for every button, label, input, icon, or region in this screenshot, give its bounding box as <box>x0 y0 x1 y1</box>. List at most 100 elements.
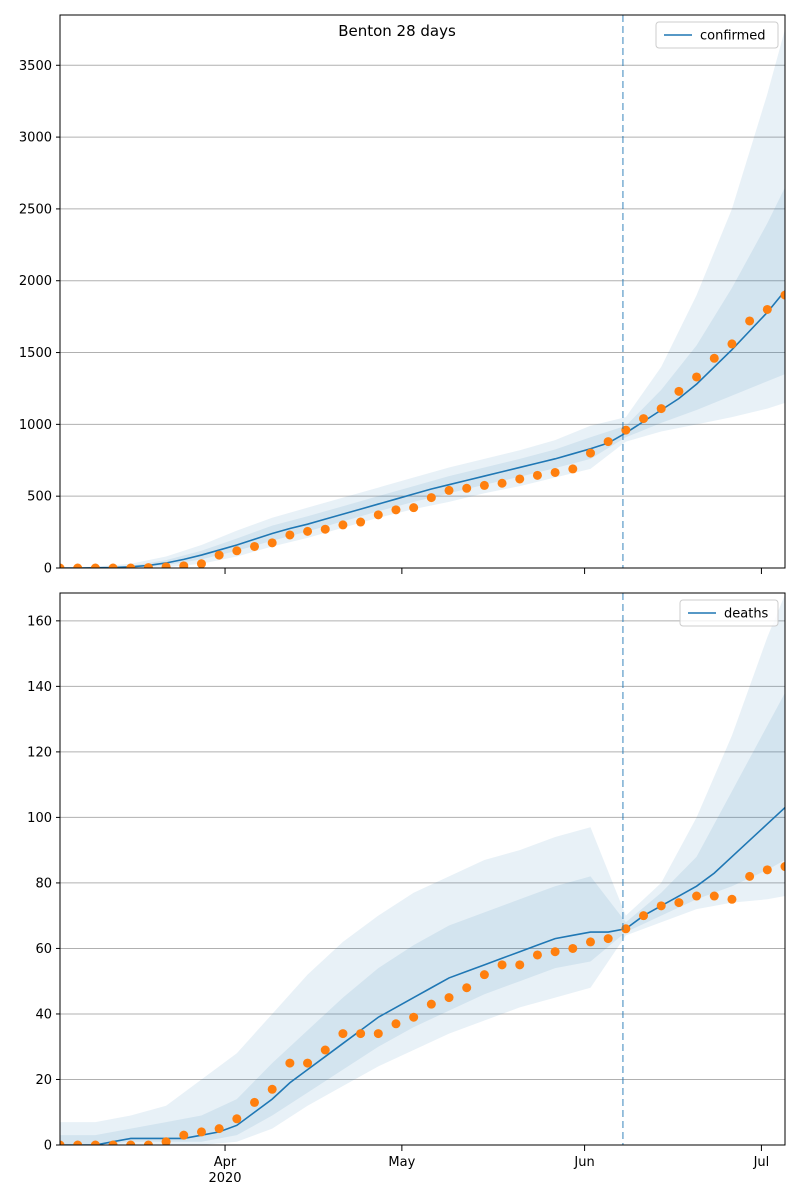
observed-point <box>391 1019 401 1029</box>
observed-point <box>497 478 507 488</box>
observed-point <box>426 493 436 503</box>
observed-point <box>108 1140 118 1145</box>
observed-point <box>585 937 595 947</box>
observed-point <box>161 562 171 568</box>
observed-point <box>250 541 260 551</box>
observed-point <box>727 339 737 349</box>
y-tick-label: 120 <box>27 745 52 760</box>
observed-point <box>161 1137 171 1145</box>
observed-point <box>338 1029 348 1039</box>
observed-point <box>373 510 383 520</box>
observed-point <box>462 983 472 993</box>
y-tick-label: 3000 <box>19 131 52 146</box>
observed-point <box>479 970 489 980</box>
observed-point <box>639 911 649 921</box>
plot-area <box>60 29 785 568</box>
observed-point <box>126 563 136 568</box>
y-tick-label: 80 <box>35 876 52 891</box>
observed-point <box>692 372 702 382</box>
legend-box <box>679 599 779 627</box>
observed-point <box>303 526 313 536</box>
y-tick-label: 1500 <box>19 346 52 361</box>
chart-title: Benton 28 days <box>338 22 456 40</box>
observed-point <box>196 1127 206 1137</box>
observed-point <box>90 563 100 568</box>
observed-point <box>603 437 613 447</box>
y-tick-label: 0 <box>44 562 52 577</box>
observed-point <box>285 1058 295 1068</box>
y-tick-label: 2500 <box>19 202 52 217</box>
observed-point <box>639 414 649 424</box>
observed-point <box>656 404 666 414</box>
observed-point <box>709 891 719 901</box>
observed-point <box>568 943 578 953</box>
observed-point <box>515 474 525 484</box>
observed-point <box>356 517 366 527</box>
observed-point <box>179 1130 189 1140</box>
observed-point <box>550 947 560 957</box>
observed-point <box>444 485 454 495</box>
observed-point <box>108 563 118 568</box>
observed-point <box>409 503 419 513</box>
observed-point <box>285 530 295 540</box>
observed-point <box>603 934 613 944</box>
observed-point <box>232 546 242 556</box>
observed-point <box>727 894 737 904</box>
observed-point <box>709 353 719 363</box>
y-tick-label: 100 <box>27 811 52 826</box>
x-tick-label: May <box>388 1155 415 1170</box>
observed-point <box>568 464 578 474</box>
observed-point <box>462 483 472 493</box>
observed-point <box>444 993 454 1003</box>
legend-label: deaths <box>724 607 769 622</box>
x-tick-label: Jul <box>753 1155 770 1170</box>
observed-point <box>409 1012 419 1022</box>
observed-point <box>497 960 507 970</box>
observed-point <box>674 386 684 396</box>
uncertainty-band <box>60 187 785 568</box>
y-tick-label: 160 <box>27 614 52 629</box>
observed-point <box>550 467 560 477</box>
observed-point <box>267 1084 277 1094</box>
observed-point <box>232 1114 242 1124</box>
observed-point <box>532 470 542 480</box>
observed-point <box>426 999 436 1009</box>
observed-point <box>391 505 401 515</box>
observed-point <box>532 950 542 960</box>
uncertainty-band <box>60 594 785 1145</box>
observed-point <box>143 1140 153 1145</box>
observed-point <box>303 1058 313 1068</box>
observed-point <box>143 563 153 568</box>
y-tick-label: 3500 <box>19 59 52 74</box>
observed-point <box>73 1140 83 1145</box>
y-tick-label: 1000 <box>19 418 52 433</box>
observed-point <box>250 1097 260 1107</box>
legend-label: confirmed <box>700 29 766 44</box>
observed-point <box>338 520 348 530</box>
y-tick-label: 2000 <box>19 274 52 289</box>
observed-point <box>320 524 330 534</box>
observed-point <box>214 550 224 560</box>
observed-point <box>674 898 684 908</box>
observed-point <box>90 1140 100 1145</box>
observed-point <box>692 891 702 901</box>
observed-point <box>745 316 755 326</box>
observed-point <box>356 1029 366 1039</box>
y-tick-label: 60 <box>35 942 52 957</box>
x-tick-label: Jun <box>573 1155 594 1170</box>
observed-point <box>479 480 489 490</box>
observed-point <box>320 1045 330 1055</box>
observed-point <box>762 865 772 875</box>
plot-area <box>60 594 785 1145</box>
observed-point <box>60 1140 65 1145</box>
observed-point <box>780 290 785 300</box>
uncertainty-band <box>60 29 785 568</box>
observed-point <box>780 862 785 872</box>
y-tick-label: 40 <box>35 1007 52 1022</box>
observed-point <box>515 960 525 970</box>
observed-point <box>214 1124 224 1134</box>
observed-point <box>126 1140 136 1145</box>
y-tick-label: 20 <box>35 1073 52 1088</box>
axes-frame <box>59 14 786 569</box>
